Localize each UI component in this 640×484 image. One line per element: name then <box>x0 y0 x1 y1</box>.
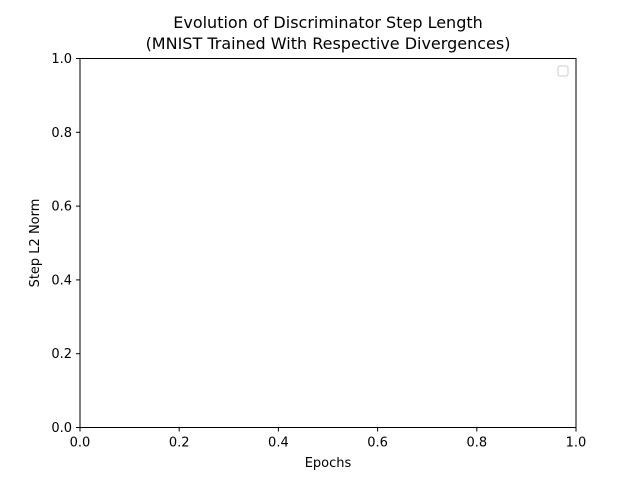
chart-subtitle: (MNIST Trained With Respective Divergenc… <box>146 34 511 53</box>
y-tick-label: 0.2 <box>51 347 72 362</box>
x-tick-label: 0.4 <box>268 436 289 451</box>
x-tick-label: 0.0 <box>70 436 91 451</box>
x-tick-label: 0.2 <box>169 436 190 451</box>
y-axis-ticks: 0.0 0.2 0.4 0.6 0.8 1.0 <box>51 52 80 436</box>
legend-box <box>557 65 569 77</box>
x-axis-ticks: 0.0 0.2 0.4 0.6 0.8 1.0 <box>70 427 587 451</box>
y-tick-label: 0.4 <box>51 273 72 288</box>
x-axis-label: Epochs <box>305 456 352 471</box>
y-tick-label: 0.0 <box>51 421 72 436</box>
y-axis-label: Step L2 Norm <box>28 199 43 288</box>
chart-title: Evolution of Discriminator Step Length <box>173 13 483 32</box>
x-tick-label: 0.6 <box>367 436 388 451</box>
x-tick-label: 1.0 <box>566 436 587 451</box>
y-tick-label: 0.6 <box>51 200 72 215</box>
y-tick-label: 1.0 <box>51 52 72 67</box>
x-tick-label: 0.8 <box>466 436 487 451</box>
plot-area-frame <box>79 58 577 428</box>
y-tick-label: 0.8 <box>51 126 72 141</box>
